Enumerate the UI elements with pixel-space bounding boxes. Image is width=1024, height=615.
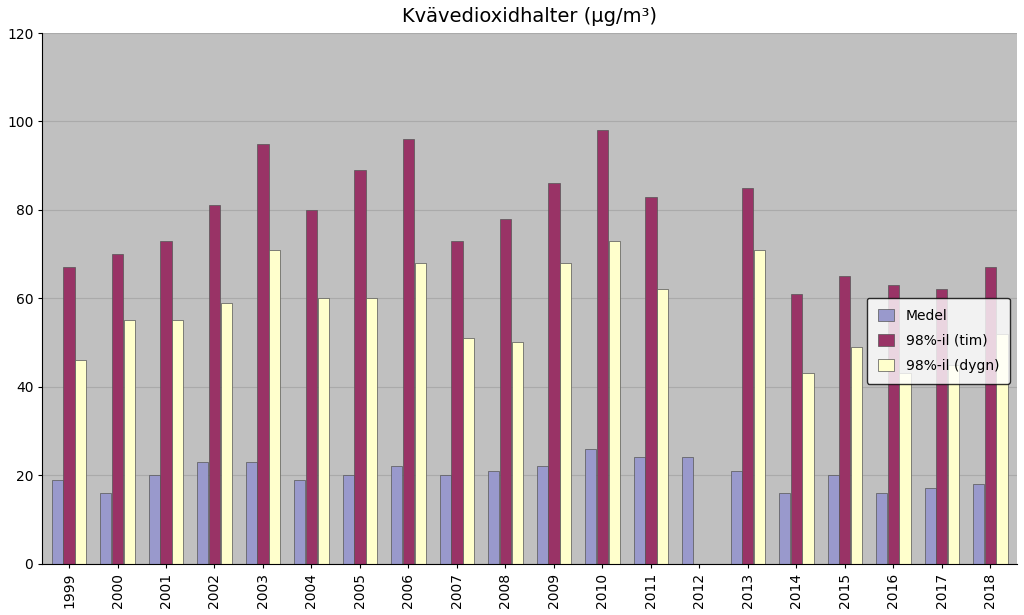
Bar bbox=[754, 250, 765, 563]
Bar bbox=[586, 448, 596, 563]
Bar bbox=[936, 290, 947, 563]
Bar bbox=[645, 197, 656, 563]
Bar bbox=[851, 347, 862, 563]
Bar bbox=[634, 458, 645, 563]
Bar bbox=[366, 298, 377, 563]
Bar bbox=[63, 268, 75, 563]
Bar bbox=[112, 254, 123, 563]
Bar bbox=[391, 466, 402, 563]
Bar bbox=[682, 458, 693, 563]
Bar bbox=[899, 373, 910, 563]
Bar bbox=[657, 290, 668, 563]
Bar bbox=[209, 205, 220, 563]
Bar bbox=[317, 298, 329, 563]
Bar bbox=[888, 285, 899, 563]
Bar bbox=[172, 320, 183, 563]
Bar bbox=[973, 484, 984, 563]
Bar bbox=[343, 475, 354, 563]
Bar bbox=[488, 470, 500, 563]
Bar bbox=[996, 334, 1008, 563]
Bar bbox=[439, 475, 451, 563]
Bar bbox=[925, 488, 936, 563]
Bar bbox=[100, 493, 112, 563]
Bar bbox=[779, 493, 791, 563]
Bar bbox=[269, 250, 281, 563]
Legend: Medel, 98%-il (tim), 98%-il (dygn): Medel, 98%-il (tim), 98%-il (dygn) bbox=[866, 298, 1010, 384]
Bar bbox=[52, 480, 62, 563]
Bar bbox=[246, 462, 257, 563]
Bar bbox=[731, 470, 741, 563]
Bar bbox=[354, 170, 366, 563]
Bar bbox=[402, 139, 414, 563]
Bar bbox=[877, 493, 888, 563]
Bar bbox=[463, 338, 474, 563]
Bar bbox=[500, 219, 511, 563]
Bar bbox=[161, 241, 172, 563]
Bar bbox=[512, 343, 522, 563]
Bar bbox=[75, 360, 86, 563]
Title: Kvävedioxidhalter (μg/m³): Kvävedioxidhalter (μg/m³) bbox=[402, 7, 657, 26]
Bar bbox=[257, 143, 268, 563]
Bar bbox=[827, 475, 839, 563]
Bar bbox=[549, 183, 559, 563]
Bar bbox=[294, 480, 305, 563]
Bar bbox=[840, 276, 851, 563]
Bar bbox=[537, 466, 548, 563]
Bar bbox=[597, 130, 608, 563]
Bar bbox=[608, 241, 620, 563]
Bar bbox=[742, 188, 754, 563]
Bar bbox=[948, 365, 959, 563]
Bar bbox=[148, 475, 160, 563]
Bar bbox=[198, 462, 209, 563]
Bar bbox=[220, 303, 231, 563]
Bar bbox=[791, 294, 802, 563]
Bar bbox=[124, 320, 135, 563]
Bar bbox=[452, 241, 463, 563]
Bar bbox=[415, 263, 426, 563]
Bar bbox=[803, 373, 814, 563]
Bar bbox=[985, 268, 996, 563]
Bar bbox=[560, 263, 571, 563]
Bar bbox=[306, 210, 317, 563]
